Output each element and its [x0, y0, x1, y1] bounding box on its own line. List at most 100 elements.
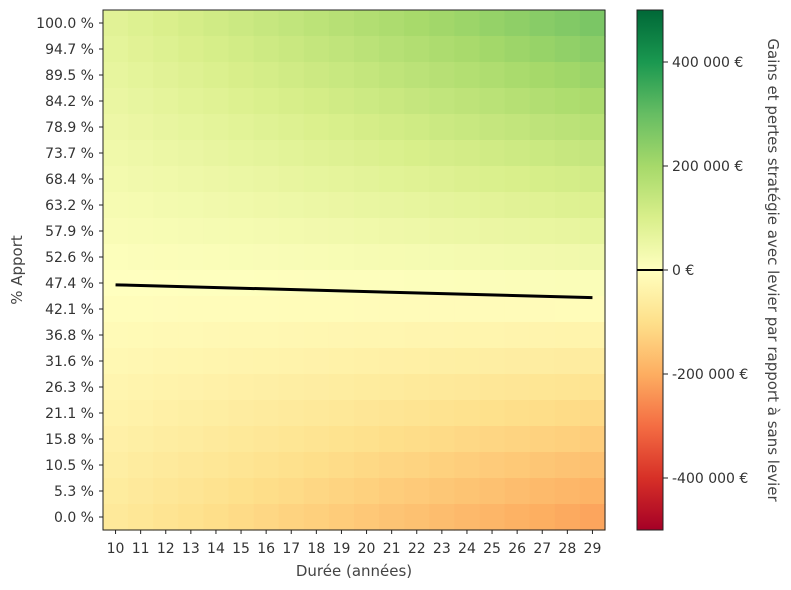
- heatmap-cell: [128, 452, 154, 479]
- heatmap-cell: [454, 348, 481, 375]
- heatmap-cell: [228, 296, 255, 323]
- heatmap-cell: [278, 322, 305, 349]
- heatmap-cell: [253, 322, 280, 349]
- heatmap-cell: [228, 88, 255, 115]
- heatmap-cell: [303, 400, 330, 427]
- heatmap-cell: [504, 426, 531, 453]
- heatmap-cell: [479, 296, 506, 323]
- heatmap-cell: [253, 374, 280, 401]
- heatmap-cell: [579, 62, 606, 89]
- heatmap-cell: [203, 114, 230, 141]
- heatmap-cell: [504, 400, 531, 427]
- heatmap-cell: [103, 140, 129, 167]
- heatmap-cell: [479, 348, 506, 375]
- heatmap-cell: [153, 270, 179, 297]
- heatmap-cell: [504, 270, 531, 297]
- heatmap-cell: [454, 374, 481, 401]
- heatmap-cell: [103, 400, 129, 427]
- colorbar-ticks: 400 000 € 200 000 € 0 € -200 000 € -400 000 …: [637, 55, 748, 487]
- heatmap-cell: [328, 348, 355, 375]
- heatmap-cell: [303, 62, 330, 89]
- y-tick-label: 21.1 %: [45, 406, 94, 422]
- heatmap-cell: [103, 10, 129, 37]
- heatmap-cell: [429, 36, 455, 63]
- heatmap-cell: [579, 218, 606, 245]
- heatmap-cell: [454, 426, 481, 453]
- heatmap-cell: [429, 218, 455, 245]
- heatmap-cell: [253, 88, 280, 115]
- colorbar-tick-label: 200 000 €: [672, 159, 743, 175]
- heatmap-cell: [253, 400, 280, 427]
- heatmap-cell: [128, 322, 154, 349]
- heatmap-cell: [153, 426, 179, 453]
- heatmap-cell: [253, 478, 280, 505]
- heatmap-cell: [579, 244, 606, 271]
- heatmap-cell: [404, 478, 430, 505]
- heatmap-cell: [103, 114, 129, 141]
- heatmap-cell: [554, 218, 581, 245]
- heatmap-cell: [178, 88, 204, 115]
- heatmap-cell: [128, 270, 154, 297]
- y-tick-label: 31.6 %: [45, 354, 94, 370]
- heatmap-cell: [228, 478, 255, 505]
- heatmap-cell: [228, 244, 255, 271]
- heatmap-cell: [103, 296, 129, 323]
- heatmap-cell: [303, 374, 330, 401]
- heatmap-cell: [178, 62, 204, 89]
- heatmap-cell: [529, 426, 556, 453]
- heatmap-cell: [454, 478, 481, 505]
- heatmap-cell: [429, 114, 455, 141]
- heatmap-cell: [103, 374, 129, 401]
- heatmap-cell: [504, 504, 531, 531]
- heatmap-cell: [128, 348, 154, 375]
- heatmap-cell: [328, 88, 355, 115]
- heatmap-cell: [529, 244, 556, 271]
- heatmap-cell: [479, 140, 506, 167]
- heatmap-cell: [454, 114, 481, 141]
- heatmap-cell: [479, 322, 506, 349]
- heatmap-cell: [178, 322, 204, 349]
- heatmap-cell: [303, 270, 330, 297]
- heatmap-cell: [504, 218, 531, 245]
- heatmap-cell: [479, 114, 506, 141]
- heatmap-cell: [278, 504, 305, 531]
- heatmap-cell: [253, 348, 280, 375]
- heatmap-cell: [253, 218, 280, 245]
- x-tick-label: 21: [383, 541, 401, 557]
- heatmap-cell: [554, 452, 581, 479]
- x-tick-label: 22: [408, 541, 426, 557]
- heatmap-cell: [379, 426, 405, 453]
- heatmap-cell: [429, 62, 455, 89]
- heatmap-cell: [303, 36, 330, 63]
- heatmap-cell: [303, 114, 330, 141]
- heatmap-cell: [454, 452, 481, 479]
- heatmap-cell: [504, 114, 531, 141]
- heatmap-cell: [354, 192, 380, 219]
- heatmap-cell: [429, 426, 455, 453]
- heatmap-cell: [303, 192, 330, 219]
- heatmap-cell: [504, 322, 531, 349]
- heatmap-cell: [103, 166, 129, 193]
- heatmap-cell: [203, 36, 230, 63]
- heatmap-cell: [579, 36, 606, 63]
- heatmap-cell: [103, 322, 129, 349]
- heatmap-cell: [178, 348, 204, 375]
- y-tick-label: 52.6 %: [45, 250, 94, 266]
- heatmap-cell: [404, 36, 430, 63]
- heatmap-cell: [303, 244, 330, 271]
- heatmap-cell: [253, 296, 280, 323]
- heatmap-cell: [429, 140, 455, 167]
- heatmap-cell: [103, 36, 129, 63]
- heatmap-cell: [354, 88, 380, 115]
- heatmap-cell: [278, 114, 305, 141]
- heatmap-cell: [354, 140, 380, 167]
- heatmap-cell: [529, 504, 556, 531]
- heatmap-cell: [354, 400, 380, 427]
- y-tick-label: 0.0 %: [54, 510, 94, 526]
- heatmap-cell: [328, 36, 355, 63]
- y-tick-label: 26.3 %: [45, 380, 94, 396]
- heatmap-cell: [278, 36, 305, 63]
- heatmap-cell: [554, 322, 581, 349]
- heatmap-cell: [128, 218, 154, 245]
